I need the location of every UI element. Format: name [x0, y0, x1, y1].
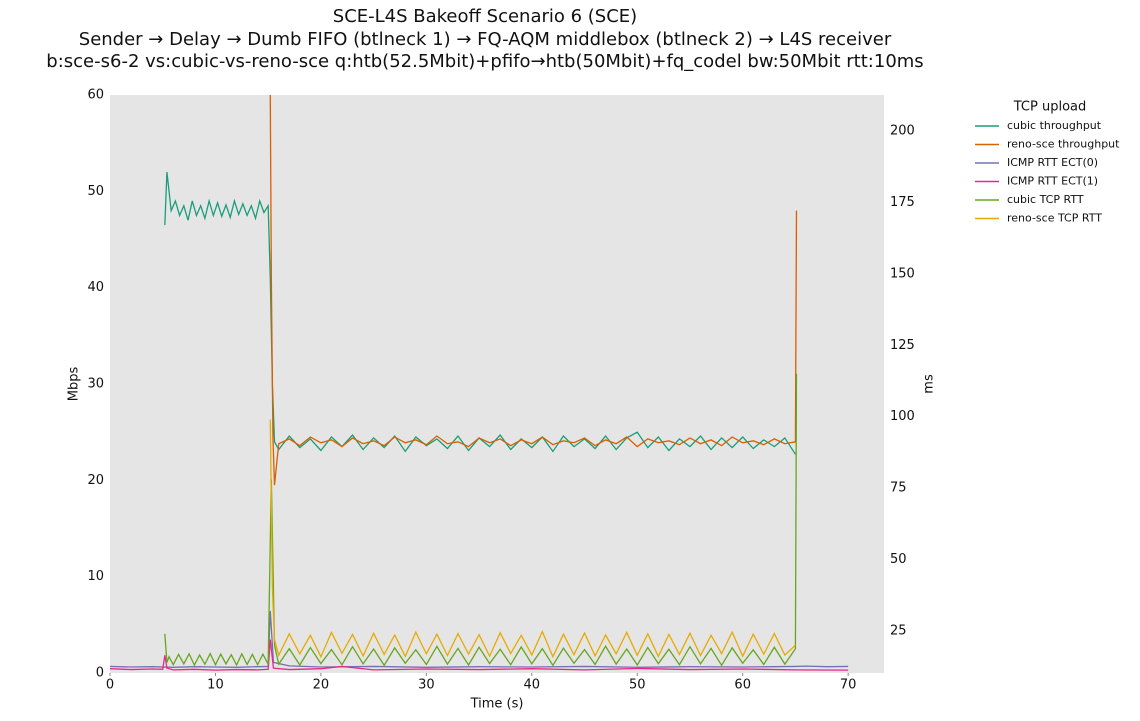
x-tick-label: 20	[313, 678, 330, 693]
y-tick-label: 0	[96, 666, 104, 681]
y2-tick-label: 50	[890, 552, 907, 567]
y-tick-label: 40	[87, 280, 104, 295]
y2-tick-label: 125	[890, 338, 915, 353]
legend-label: reno-sce throughput	[1007, 138, 1120, 151]
series-line	[269, 95, 798, 486]
x-tick-label: 50	[629, 678, 646, 693]
x-tick-label: 60	[734, 678, 751, 693]
legend-title: TCP upload	[1013, 100, 1087, 115]
y2-tick-label: 200	[890, 124, 915, 139]
series-line	[110, 639, 849, 671]
y-tick-label: 60	[87, 88, 104, 103]
y2-tick-label: 175	[890, 195, 915, 210]
y-tick-label: 30	[87, 377, 104, 392]
plot-background	[110, 95, 884, 673]
legend-label: reno-sce TCP RTT	[1007, 212, 1102, 225]
x-tick-label: 40	[524, 678, 541, 693]
series-line	[269, 419, 796, 659]
x-tick-label: 70	[840, 678, 857, 693]
legend-label: ICMP RTT ECT(1)	[1007, 175, 1098, 188]
y2-tick-label: 25	[890, 624, 907, 639]
y2-tick-label: 100	[890, 409, 915, 424]
series-line	[164, 373, 798, 667]
y2-axis-label: ms	[922, 374, 937, 394]
y2-tick-label: 75	[890, 481, 907, 496]
chart-title: SCE-L4S Bakeoff Scenario 6 (SCE)	[333, 6, 637, 27]
y-tick-label: 50	[87, 184, 104, 199]
legend-label: ICMP RTT ECT(0)	[1007, 156, 1098, 169]
x-tick-label: 0	[106, 678, 114, 693]
series-line	[110, 610, 849, 668]
chart-subtitle: Sender → Delay → Dumb FIFO (btlneck 1) →…	[79, 29, 892, 50]
chart-subtitle: b:sce-s6-2 vs:cubic-vs-reno-sce q:htb(52…	[46, 51, 923, 72]
x-tick-label: 10	[207, 678, 224, 693]
y-tick-label: 20	[87, 473, 104, 488]
y-axis-label: Mbps	[67, 367, 82, 402]
series-line	[164, 171, 796, 455]
plot-lines	[110, 95, 849, 671]
x-tick-label: 30	[418, 678, 435, 693]
legend-label: cubic throughput	[1007, 119, 1102, 132]
x-axis-label: Time (s)	[470, 697, 524, 712]
legend-label: cubic TCP RTT	[1007, 193, 1084, 206]
y-tick-label: 10	[87, 569, 104, 584]
y2-tick-label: 150	[890, 266, 915, 281]
